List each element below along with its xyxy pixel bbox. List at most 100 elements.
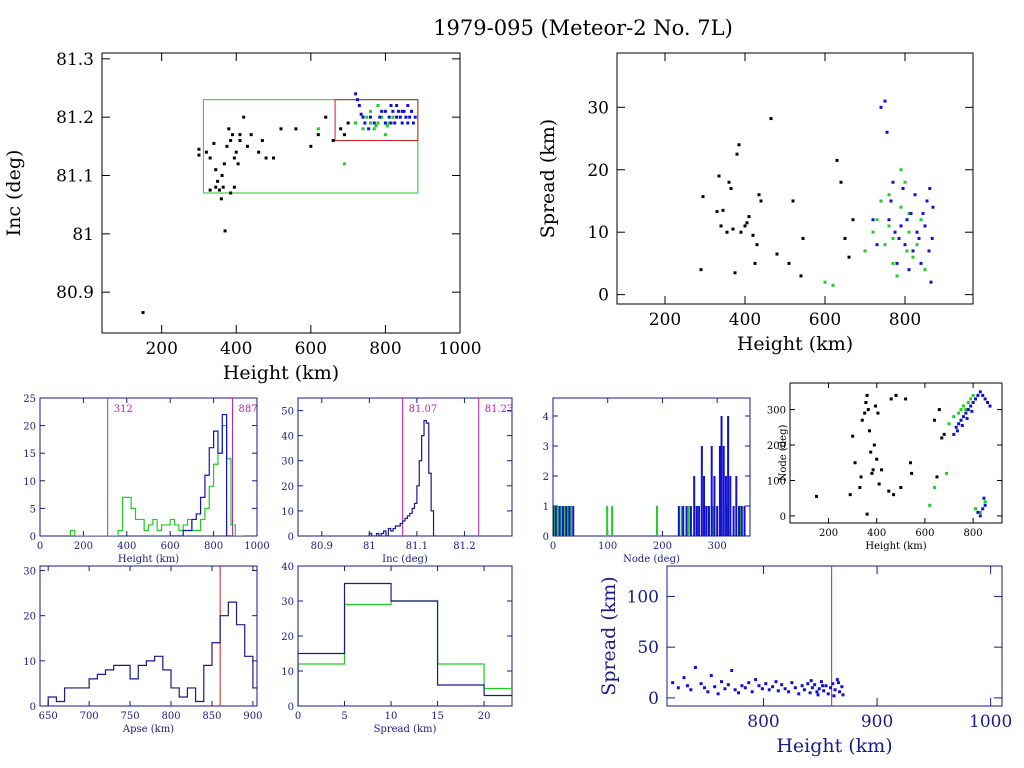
data-point — [760, 687, 764, 691]
plot-area — [69, 413, 244, 536]
data-point — [966, 408, 970, 412]
x-tick-label: 600 — [295, 339, 327, 359]
data-point — [983, 397, 987, 401]
data-point — [903, 180, 907, 184]
chart-node_vs_height: 200 400 600 800 0 100 200 300 Height (km) Node (d… — [767, 382, 1003, 552]
x-tick-label: 0 — [295, 711, 301, 722]
data-point — [402, 109, 406, 113]
data-point — [234, 150, 238, 154]
y-tick-label: 20 — [281, 632, 294, 643]
data-point — [877, 482, 881, 486]
x-tick-label: 0 — [37, 541, 43, 552]
data-point — [891, 180, 895, 184]
data-point — [222, 162, 226, 166]
data-point — [817, 687, 821, 691]
data-point — [357, 104, 361, 107]
data-point — [887, 224, 891, 228]
data-point — [369, 121, 372, 125]
data-point — [931, 205, 935, 209]
data-point — [813, 683, 817, 687]
data-point — [747, 681, 751, 685]
x-tick-label: 800 — [161, 711, 180, 722]
data-point — [753, 261, 757, 265]
data-point — [826, 692, 830, 696]
data-point — [408, 115, 412, 119]
data-point — [923, 268, 927, 272]
data-point — [242, 115, 246, 119]
data-point — [236, 162, 240, 166]
data-point — [937, 408, 941, 412]
data-point — [981, 393, 985, 397]
data-point — [331, 139, 335, 142]
data-point — [835, 158, 839, 162]
x-tick-label: 1000 — [969, 712, 1012, 732]
data-point — [780, 683, 784, 687]
data-point — [699, 268, 703, 272]
y-tick-label: 30 — [587, 98, 609, 118]
hist-step — [69, 425, 244, 536]
chart-inc_vs_height: 200 400 600 800 1000 80.9 81 81.1 81.2 81.3 Height… — [3, 50, 482, 384]
data-point — [197, 153, 201, 157]
data-point — [816, 693, 820, 697]
data-point — [369, 109, 372, 113]
data-point — [870, 471, 874, 475]
data-point — [212, 141, 216, 145]
data-point — [378, 115, 382, 119]
data-point — [978, 390, 982, 394]
data-point — [272, 156, 276, 160]
data-point — [801, 236, 805, 240]
y-tick-label: 50 — [637, 638, 659, 658]
data-point — [978, 514, 982, 518]
data-point — [717, 174, 721, 178]
plot-frame — [552, 397, 751, 537]
data-point — [774, 680, 778, 684]
vline-label: 312 — [114, 404, 133, 415]
x-tick-label: 200 — [74, 541, 93, 552]
y-tick-label: 20 — [281, 482, 294, 493]
data-point — [769, 117, 773, 121]
data-point — [374, 124, 378, 128]
data-point — [919, 218, 923, 222]
data-point — [839, 180, 843, 184]
x-tick-label: 1000 — [244, 541, 269, 552]
data-point — [928, 503, 932, 507]
x-tick-label: 200 — [819, 528, 838, 539]
data-point — [733, 271, 737, 275]
data-point — [899, 224, 903, 228]
chart-node_hist: 0 100 200 300 0 1 2 3 4 Node (deg) — [543, 397, 751, 565]
x-tick-label: 750 — [121, 711, 140, 722]
x-tick-label: 80.9 — [311, 541, 333, 552]
data-point — [921, 211, 925, 215]
data-point — [841, 693, 845, 697]
data-point — [923, 224, 927, 228]
y-tick-label: 3 — [543, 442, 549, 453]
data-point — [225, 144, 229, 148]
x-axis-label: Height (km) — [776, 735, 892, 757]
data-point — [869, 450, 873, 454]
data-point — [693, 665, 697, 669]
data-point — [800, 684, 804, 688]
data-point — [764, 682, 768, 686]
hist-step — [298, 582, 512, 706]
data-point — [279, 127, 283, 131]
data-point — [824, 684, 828, 688]
data-point — [410, 109, 414, 113]
y-tick-label: 0 — [288, 702, 294, 713]
data-point — [208, 188, 212, 192]
data-point — [355, 98, 359, 102]
data-point — [860, 418, 864, 422]
data-point — [716, 692, 720, 696]
data-point — [907, 230, 911, 234]
hist-step — [170, 413, 231, 536]
plot-frame — [616, 52, 974, 305]
y-tick-label: 30 — [281, 597, 294, 608]
data-point — [238, 133, 242, 137]
data-point — [229, 191, 233, 195]
data-point — [759, 199, 763, 203]
x-tick-label: 15 — [431, 711, 444, 722]
x-tick-label: 400 — [729, 310, 761, 330]
data-point — [961, 415, 965, 419]
data-point — [787, 690, 791, 694]
data-point — [406, 121, 410, 125]
